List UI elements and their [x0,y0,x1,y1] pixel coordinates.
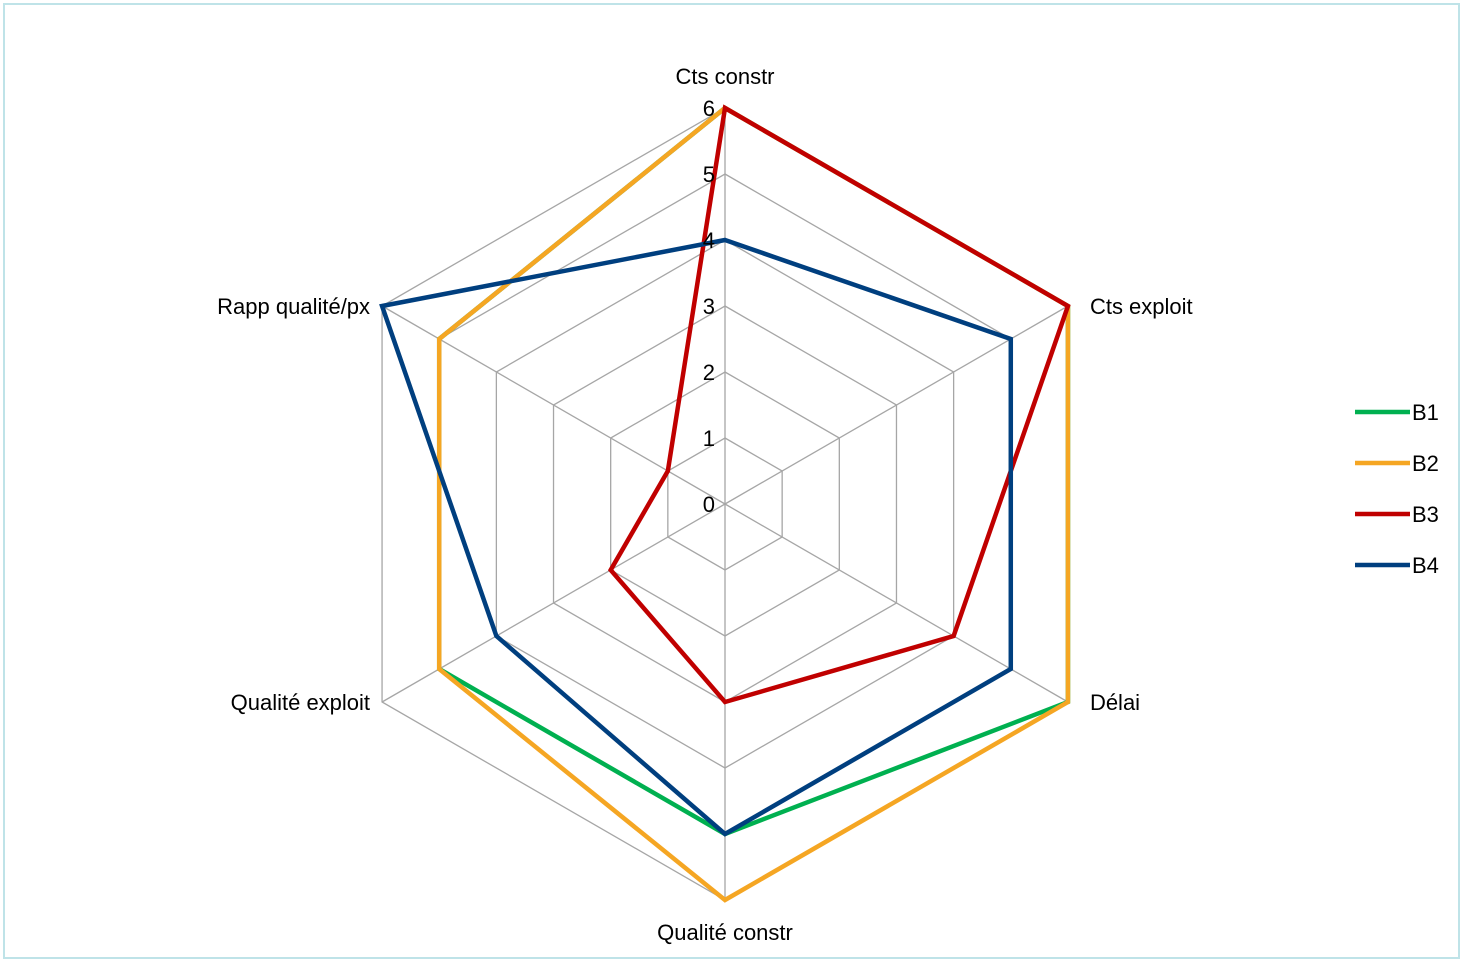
tick-label: 4 [703,228,715,253]
axis-label: Délai [1090,690,1140,715]
tick-label: 0 [703,492,715,517]
series-line-B4 [379,237,1014,837]
legend-label-B3: B3 [1412,502,1439,527]
tick-label: 3 [703,294,715,319]
tick-label: 5 [703,162,715,187]
axis-label: Rapp qualité/px [217,294,370,319]
tick-label: 6 [703,96,715,121]
axis-label: Qualité constr [657,920,793,945]
legend-label-B1: B1 [1412,400,1439,425]
legend-label-B4: B4 [1412,553,1439,578]
series-line-B2 [436,105,1071,903]
tick-label: 2 [703,360,715,385]
legend-label-B2: B2 [1412,451,1439,476]
tick-label: 1 [703,426,715,451]
radar-series [379,104,1071,903]
radar-tick-labels: 0 1 2 3 4 5 6 [703,96,715,517]
chart-legend: B1 B2 B3 B4 [1355,400,1439,578]
radar-spokes [381,108,1069,900]
chart-frame [3,3,1460,959]
series-line-B1 [436,105,1071,837]
axis-label: Cts constr [675,64,774,89]
axis-label: Cts exploit [1090,294,1193,319]
series-line-B3 [607,104,1071,705]
radar-axis-labels: Cts constr Cts exploit Délai Qualité constr… [217,64,1193,945]
axis-label: Qualité exploit [231,690,370,715]
